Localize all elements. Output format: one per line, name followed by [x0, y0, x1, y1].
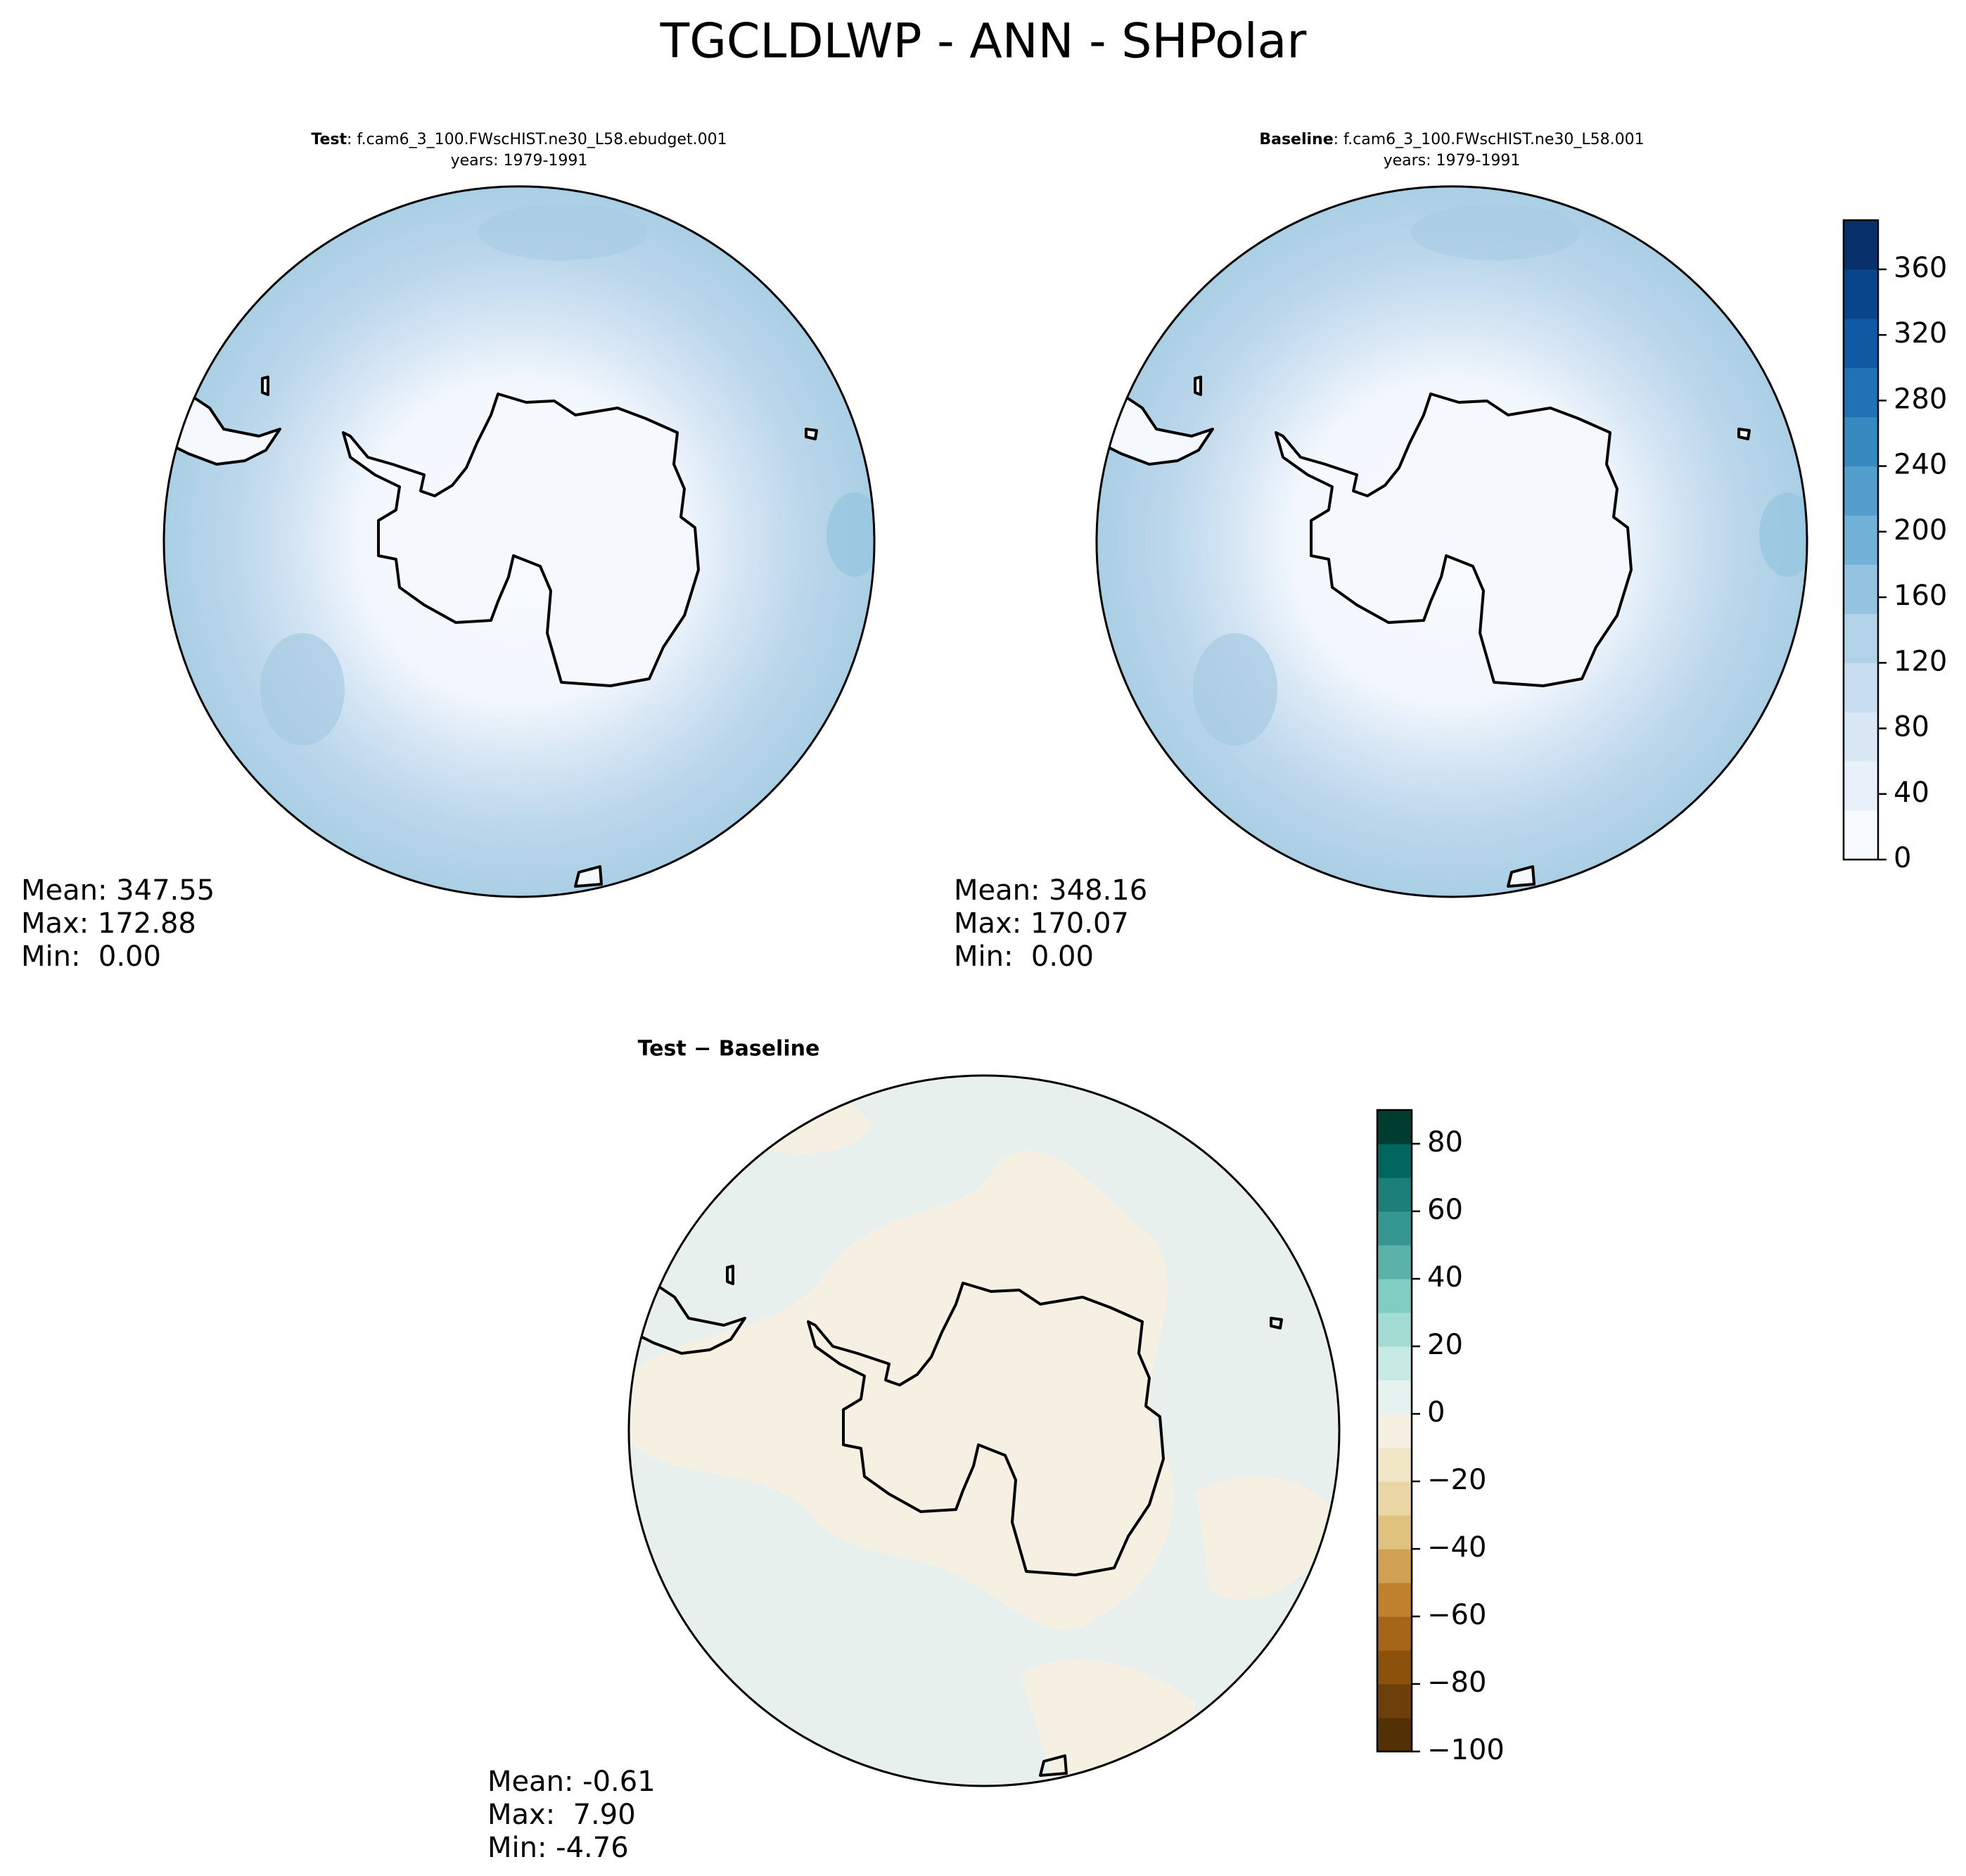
map [629, 1076, 1339, 1786]
stat-line: Mean: 347.55 [21, 874, 215, 907]
map-border [162, 185, 876, 898]
colorbar-tick-label: 320 [1894, 317, 1947, 350]
colorbar-band [1844, 663, 1878, 713]
colorbar-tick-label: 20 [1427, 1329, 1463, 1361]
colorbar-band [1377, 1380, 1412, 1415]
panel-label: Test [311, 131, 347, 148]
colorbar-band [1377, 1110, 1412, 1144]
colorbar-band [1844, 712, 1878, 762]
map [164, 186, 874, 897]
colorbar-band [1844, 416, 1878, 467]
colorbar-band [1377, 1245, 1412, 1280]
colorbar-band [1377, 1616, 1412, 1651]
colorbar-band [1844, 367, 1878, 418]
colorbar-tick-label: 240 [1894, 449, 1947, 481]
colorbar-tick-label: −40 [1427, 1531, 1486, 1564]
colorbar-band [1377, 1684, 1412, 1718]
colorbar-tick-label: 60 [1427, 1194, 1463, 1226]
colorbar-band [1377, 1144, 1412, 1178]
colorbar-tick-label: 40 [1894, 777, 1929, 809]
colorbar-tick-label: 160 [1894, 580, 1947, 612]
panel-years: years: 1979-1991 [1384, 152, 1521, 170]
map-border [627, 1074, 1341, 1787]
panel-title: Test − Baseline [638, 1037, 820, 1061]
colorbar-band [1377, 1481, 1412, 1516]
stat-line: Max: 170.07 [954, 907, 1129, 940]
colorbar-band [1377, 1178, 1412, 1212]
colorbar-tick-label: 120 [1894, 645, 1947, 677]
colorbar-band [1377, 1515, 1412, 1550]
figure-title: TGCLDLWP - ANN - SHPolar [660, 14, 1307, 70]
colorbar-tick-label: 200 [1894, 514, 1947, 547]
panel-case: : f.cam6_3_100.FWscHIST.ne30_L58.ebudget… [347, 131, 727, 148]
colorbar-tick-label: −60 [1427, 1599, 1486, 1631]
map-border [1095, 185, 1808, 898]
colorbar-frame [1376, 1109, 1413, 1753]
panel-case: : f.cam6_3_100.FWscHIST.ne30_L58.001 [1334, 131, 1645, 148]
stat-line: Min: -4.76 [487, 1832, 629, 1864]
colorbar-tick-label: 40 [1427, 1261, 1463, 1294]
colorbar-tick-label: 0 [1894, 842, 1911, 874]
colorbar-band [1844, 613, 1878, 663]
colorbar-tick-label: 360 [1894, 252, 1947, 284]
colorbar-band [1844, 761, 1878, 811]
colorbar-band [1377, 1448, 1412, 1482]
colorbar-band [1377, 1346, 1412, 1381]
colorbar-band [1377, 1211, 1412, 1246]
stat-line: Max: 172.88 [21, 907, 196, 940]
panel-years: years: 1979-1991 [451, 152, 588, 170]
colorbar-band [1377, 1549, 1412, 1583]
colorbar-band [1377, 1414, 1412, 1448]
colorbar: −100 −80 −60 −40 −20 0 20 40 60 80 [1376, 1109, 1505, 1766]
stat-line: Mean: 348.16 [954, 874, 1147, 907]
stat-line: Min: 0.00 [21, 940, 161, 973]
colorbar-band [1844, 318, 1878, 369]
stat-line: Min: 0.00 [954, 940, 1094, 973]
colorbar-band [1844, 269, 1878, 319]
colorbar-band [1377, 1718, 1412, 1752]
colorbar-tick-label: 80 [1427, 1126, 1463, 1159]
colorbar-band [1377, 1313, 1412, 1347]
colorbar-band [1844, 564, 1878, 614]
colorbar-tick-label: 280 [1894, 383, 1947, 415]
colorbar-tick-label: 80 [1894, 711, 1929, 744]
panel-title: Test: f.cam6_3_100.FWscHIST.ne30_L58.ebu… [311, 131, 727, 148]
colorbar-band [1377, 1583, 1412, 1617]
colorbar-band [1844, 810, 1878, 860]
colorbar-tick-label: −20 [1427, 1464, 1486, 1496]
panel-label: Baseline [1259, 131, 1333, 148]
colorbar-band [1844, 466, 1878, 516]
colorbar-tick-label: −100 [1427, 1734, 1505, 1766]
colorbar-band [1844, 220, 1878, 270]
colorbar-tick-label: 0 [1427, 1396, 1445, 1429]
colorbar-frame [1842, 219, 1879, 861]
panel-title: Baseline: f.cam6_3_100.FWscHIST.ne30_L58… [1259, 131, 1644, 148]
colorbar: 0 40 80 120 160 200 240 280 320 360 [1842, 219, 1947, 874]
stat-line: Max: 7.90 [487, 1799, 636, 1831]
stat-line: Mean: -0.61 [487, 1766, 656, 1798]
map [1097, 186, 1807, 897]
colorbar-band [1844, 515, 1878, 565]
colorbar-band [1377, 1650, 1412, 1685]
colorbar-band [1377, 1279, 1412, 1313]
colorbar-tick-label: −80 [1427, 1666, 1486, 1699]
